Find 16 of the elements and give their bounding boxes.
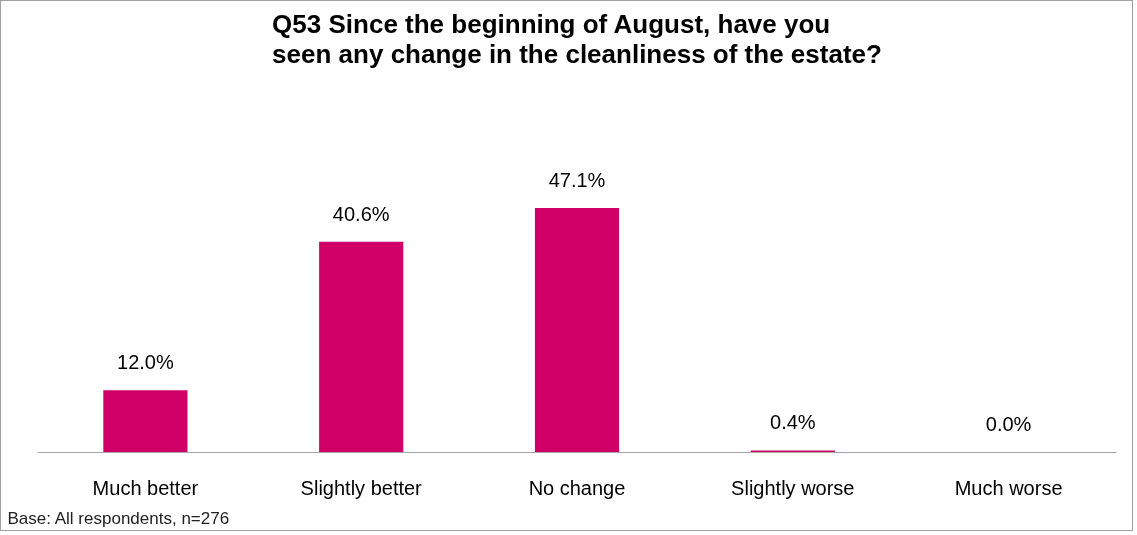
x-tick-label: No change [528, 476, 626, 499]
bar [534, 207, 620, 453]
bar [103, 390, 188, 453]
x-tick-label: Much worse [954, 476, 1063, 499]
x-tick-label: Slightly better [300, 476, 423, 499]
data-label: 12.0% [117, 351, 174, 374]
data-label: 0.0% [985, 413, 1032, 436]
x-tick-label: Slightly worse [731, 476, 855, 499]
bar [319, 241, 404, 453]
data-label: 0.4% [770, 411, 816, 434]
x-tick-label: Much better [92, 476, 199, 499]
bar [750, 450, 835, 453]
chart-title: Q53 Since the beginning of August, have you seen any change in the cleanliness of the estate? [272, 8, 882, 69]
data-label: 40.6% [332, 202, 390, 225]
text: Base: All respondents, n=276 [7, 508, 230, 528]
data-label: 47.1% [548, 168, 606, 191]
